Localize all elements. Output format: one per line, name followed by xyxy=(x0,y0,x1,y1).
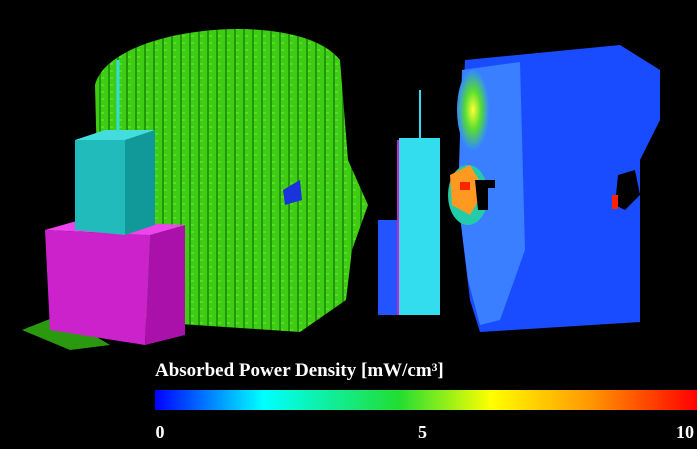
hotspot xyxy=(460,182,470,190)
handset-base-side xyxy=(145,225,185,345)
visualization: Absorbed Power Density [mW/cm³] 0 5 10 xyxy=(0,0,697,449)
handset-base-front xyxy=(45,230,150,345)
page: {"colorbar": {"title": "Absorbed Power D… xyxy=(0,0,697,449)
handset-section xyxy=(378,220,398,315)
colorbar-tick-label: 0 xyxy=(156,422,165,442)
colorbar-tick-label: 5 xyxy=(418,422,427,442)
colorbar-tick-label: 10 xyxy=(676,422,694,442)
handset-top-side xyxy=(125,130,155,235)
hotspot xyxy=(457,70,489,150)
handset-section xyxy=(399,138,440,315)
colorbar-title: Absorbed Power Density [mW/cm³] xyxy=(155,360,444,381)
colorbar xyxy=(155,390,697,410)
handset-top-front xyxy=(75,140,125,235)
hotspot xyxy=(612,195,618,209)
